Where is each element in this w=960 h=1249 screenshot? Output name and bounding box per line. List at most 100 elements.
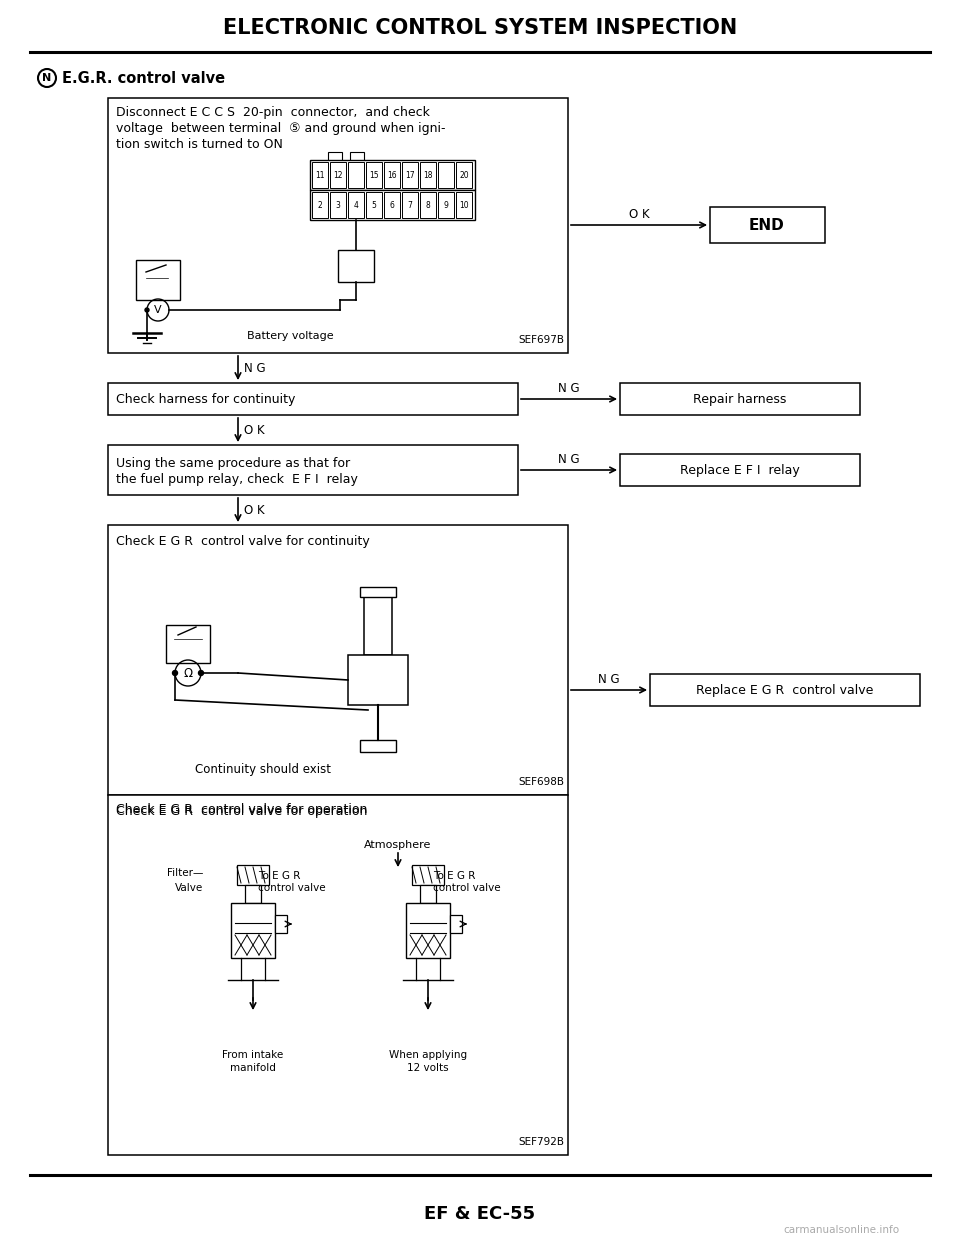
Bar bbox=[312, 162, 328, 189]
Bar bbox=[402, 192, 418, 219]
Text: manifold: manifold bbox=[230, 1063, 276, 1073]
Bar bbox=[237, 866, 269, 886]
Bar bbox=[456, 162, 472, 189]
Text: O K: O K bbox=[629, 209, 649, 221]
Circle shape bbox=[173, 671, 178, 676]
Text: control valve: control valve bbox=[258, 883, 325, 893]
Text: Check E G R  control valve for operation: Check E G R control valve for operation bbox=[116, 806, 368, 818]
Text: N G: N G bbox=[558, 453, 580, 466]
Text: E.G.R. control valve: E.G.R. control valve bbox=[62, 70, 226, 85]
Text: Check E G R  control valve for continuity: Check E G R control valve for continuity bbox=[116, 535, 370, 548]
Text: To E G R: To E G R bbox=[433, 871, 475, 881]
Bar bbox=[360, 587, 396, 597]
Text: Ω: Ω bbox=[183, 667, 193, 679]
Text: the fuel pump relay, check  E F I  relay: the fuel pump relay, check E F I relay bbox=[116, 473, 358, 486]
Text: N: N bbox=[42, 72, 52, 82]
Text: 10: 10 bbox=[459, 201, 468, 210]
Text: 16: 16 bbox=[387, 171, 396, 180]
Text: 18: 18 bbox=[423, 171, 433, 180]
Text: 7: 7 bbox=[408, 201, 413, 210]
Bar bbox=[348, 162, 364, 189]
Bar bbox=[338, 250, 374, 282]
Text: SEF792B: SEF792B bbox=[518, 1137, 564, 1147]
Text: From intake: From intake bbox=[223, 1050, 283, 1060]
Bar bbox=[312, 192, 328, 219]
Text: N G: N G bbox=[558, 382, 580, 395]
Text: V: V bbox=[155, 305, 162, 315]
Bar bbox=[328, 152, 342, 162]
Bar bbox=[438, 162, 454, 189]
Text: Battery voltage: Battery voltage bbox=[247, 331, 333, 341]
Bar bbox=[275, 916, 287, 933]
Bar bbox=[366, 192, 382, 219]
Bar bbox=[108, 97, 568, 353]
Bar bbox=[456, 192, 472, 219]
Bar bbox=[108, 525, 568, 796]
Bar bbox=[231, 903, 275, 958]
Text: N G: N G bbox=[598, 673, 620, 686]
Text: 2: 2 bbox=[318, 201, 323, 210]
Text: Continuity should exist: Continuity should exist bbox=[195, 763, 331, 776]
Text: Check E G R  control valve for operation: Check E G R control valve for operation bbox=[116, 803, 368, 816]
Bar bbox=[420, 162, 436, 189]
Text: 5: 5 bbox=[372, 201, 376, 210]
Text: When applying: When applying bbox=[389, 1050, 468, 1060]
Bar bbox=[136, 260, 180, 300]
Text: Repair harness: Repair harness bbox=[693, 392, 786, 406]
Text: 12 volts: 12 volts bbox=[407, 1063, 449, 1073]
Bar bbox=[360, 739, 396, 752]
Bar bbox=[438, 192, 454, 219]
Bar bbox=[364, 595, 392, 654]
Bar bbox=[650, 674, 920, 706]
Bar bbox=[108, 796, 568, 1155]
Text: carmanualsonline.info: carmanualsonline.info bbox=[784, 1225, 900, 1235]
Text: EF & EC-55: EF & EC-55 bbox=[424, 1205, 536, 1223]
Text: Valve: Valve bbox=[175, 883, 203, 893]
Bar bbox=[330, 162, 346, 189]
Circle shape bbox=[199, 671, 204, 676]
Bar bbox=[406, 903, 450, 958]
Text: To E G R: To E G R bbox=[258, 871, 300, 881]
Circle shape bbox=[145, 309, 149, 312]
Bar bbox=[108, 445, 518, 495]
Text: 8: 8 bbox=[425, 201, 430, 210]
Text: 3: 3 bbox=[336, 201, 341, 210]
Text: 15: 15 bbox=[370, 171, 379, 180]
Text: SEF697B: SEF697B bbox=[518, 335, 564, 345]
Bar bbox=[366, 162, 382, 189]
Text: 4: 4 bbox=[353, 201, 358, 210]
Text: 11: 11 bbox=[315, 171, 324, 180]
Bar bbox=[350, 152, 364, 162]
Bar bbox=[310, 160, 475, 190]
Bar bbox=[108, 383, 518, 415]
Bar bbox=[330, 192, 346, 219]
Bar bbox=[310, 190, 475, 220]
Text: 9: 9 bbox=[444, 201, 448, 210]
Text: 6: 6 bbox=[390, 201, 395, 210]
Text: control valve: control valve bbox=[433, 883, 500, 893]
Text: END: END bbox=[749, 217, 785, 232]
Text: Atmosphere: Atmosphere bbox=[364, 841, 432, 851]
Bar bbox=[620, 383, 860, 415]
Bar bbox=[450, 916, 462, 933]
Text: N G: N G bbox=[244, 361, 266, 375]
Bar bbox=[420, 192, 436, 219]
Text: SEF698B: SEF698B bbox=[518, 777, 564, 787]
Text: O K: O K bbox=[244, 423, 265, 436]
Text: Disconnect E C C S  20-pin  connector,  and check: Disconnect E C C S 20-pin connector, and… bbox=[116, 106, 430, 119]
Bar bbox=[166, 624, 210, 663]
Bar bbox=[710, 207, 825, 244]
Text: Replace E F I  relay: Replace E F I relay bbox=[680, 463, 800, 477]
Text: 12: 12 bbox=[333, 171, 343, 180]
Text: ELECTRONIC CONTROL SYSTEM INSPECTION: ELECTRONIC CONTROL SYSTEM INSPECTION bbox=[223, 17, 737, 37]
Text: Check harness for continuity: Check harness for continuity bbox=[116, 392, 296, 406]
Bar bbox=[348, 192, 364, 219]
Text: 20: 20 bbox=[459, 171, 468, 180]
Text: voltage  between terminal  ⑤ and ground when igni-: voltage between terminal ⑤ and ground wh… bbox=[116, 122, 445, 135]
Text: Using the same procedure as that for: Using the same procedure as that for bbox=[116, 457, 350, 470]
Text: O K: O K bbox=[244, 503, 265, 517]
Text: 17: 17 bbox=[405, 171, 415, 180]
Bar bbox=[412, 866, 444, 886]
Bar bbox=[420, 886, 436, 903]
Bar bbox=[348, 654, 408, 704]
